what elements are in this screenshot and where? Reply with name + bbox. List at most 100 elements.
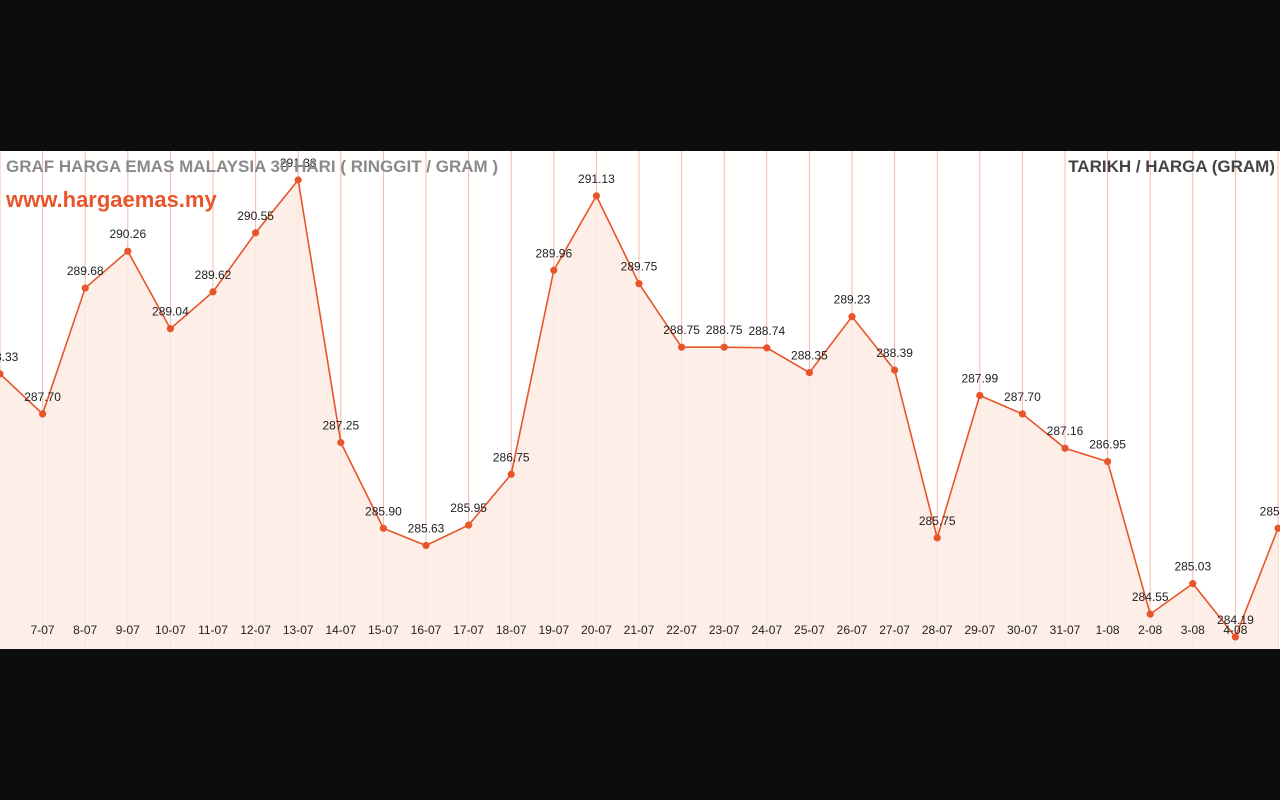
x-tick-label: 23-07	[709, 623, 740, 637]
legend-label: TARIKH / HARGA (GRAM)	[1068, 157, 1275, 176]
value-label: 285.90	[1260, 504, 1280, 518]
data-point[interactable]	[294, 176, 302, 184]
x-tick-label: 16-07	[411, 623, 442, 637]
value-label: 287.70	[1004, 390, 1041, 404]
data-point[interactable]	[379, 524, 387, 532]
data-point[interactable]	[337, 438, 345, 447]
value-label: 286.75	[493, 450, 530, 464]
x-tick-label: 21-07	[624, 623, 655, 637]
x-tick-label: 10-07	[155, 623, 186, 637]
data-point[interactable]	[422, 541, 430, 550]
value-label: 289.62	[195, 268, 232, 282]
price-chart: 288.33 287.70 289.68 290.26 289.04 289.62 290.…	[0, 151, 1280, 649]
value-label: 285.95	[450, 501, 487, 515]
x-tick-label: 19-07	[538, 623, 569, 637]
value-label: 289.75	[621, 260, 658, 274]
value-label: 288.39	[876, 346, 913, 360]
value-label: 285.03	[1174, 560, 1211, 574]
data-point[interactable]	[1274, 524, 1280, 532]
value-label: 287.16	[1047, 424, 1084, 438]
data-point[interactable]	[1146, 610, 1154, 618]
value-label: 289.23	[834, 293, 871, 307]
value-label: 285.90	[365, 504, 402, 518]
data-point[interactable]	[209, 288, 217, 296]
x-tick-label: 22-07	[666, 623, 697, 637]
x-tick-label: 30-07	[1007, 623, 1038, 637]
data-point[interactable]	[1104, 457, 1112, 466]
data-point[interactable]	[763, 344, 771, 352]
x-tick-label: 20-07	[581, 623, 612, 637]
value-label: 287.25	[322, 419, 359, 433]
data-point[interactable]	[166, 325, 174, 333]
value-label: 288.35	[791, 349, 828, 363]
price-area	[0, 180, 1278, 649]
data-point[interactable]	[507, 470, 515, 478]
data-point[interactable]	[0, 370, 4, 378]
data-point[interactable]	[976, 391, 984, 400]
x-tick-label: 25-07	[794, 623, 825, 637]
data-point[interactable]	[848, 313, 856, 321]
value-label: 285.63	[408, 521, 445, 535]
value-label: 288.74	[748, 324, 785, 338]
value-label: 284.19	[1217, 613, 1254, 627]
x-tick-label: 15-07	[368, 623, 399, 637]
data-point[interactable]	[1018, 410, 1026, 418]
value-label: 288.75	[706, 323, 743, 337]
x-tick-label: 9-07	[116, 623, 140, 637]
value-label: 290.55	[237, 209, 274, 223]
x-tick-label: 18-07	[496, 623, 527, 637]
data-point[interactable]	[678, 343, 686, 351]
x-tick-label: 27-07	[879, 623, 910, 637]
data-point[interactable]	[81, 284, 89, 292]
x-tick-label: 7-07	[31, 623, 55, 637]
x-tick-label: 3-08	[1181, 623, 1205, 637]
site-link[interactable]: www.hargaemas.my	[6, 187, 217, 212]
value-label: 290.26	[109, 227, 146, 241]
chart-panel: 288.33 287.70 289.68 290.26 289.04 289.62 290.…	[0, 151, 1280, 649]
x-tick-label: 24-07	[751, 623, 782, 637]
x-tick-label: 12-07	[240, 623, 271, 637]
x-tick-label: 13-07	[283, 623, 314, 637]
data-point[interactable]	[891, 366, 899, 374]
value-label: 291.13	[578, 172, 615, 186]
value-label: 285.75	[919, 514, 956, 528]
data-point[interactable]	[1189, 580, 1197, 588]
value-label: 288.75	[663, 323, 700, 337]
data-point[interactable]	[1061, 444, 1069, 452]
x-tick-label: 11-07	[198, 623, 228, 637]
x-tick-label: 29-07	[964, 623, 995, 637]
data-point[interactable]	[465, 521, 473, 529]
value-label: 286.95	[1089, 438, 1126, 452]
data-point[interactable]	[635, 280, 643, 288]
value-label: 288.33	[0, 350, 19, 364]
x-tick-label: 17-07	[453, 623, 484, 637]
data-point[interactable]	[39, 410, 47, 418]
x-tick-label: 31-07	[1050, 623, 1081, 637]
value-label: 289.96	[535, 246, 572, 260]
value-label: 289.04	[152, 305, 189, 319]
value-label: 287.99	[961, 371, 998, 385]
x-tick-label: 4-08	[1223, 623, 1247, 637]
x-tick-label: 1-08	[1096, 623, 1120, 637]
x-tick-label: 8-07	[73, 623, 97, 637]
x-tick-label: 2-08	[1138, 623, 1162, 637]
value-labels-layer: 288.33 287.70 289.68 290.26 289.04 289.62 290.…	[0, 156, 1280, 627]
data-point[interactable]	[592, 192, 601, 200]
chart-title: GRAF HARGA EMAS MALAYSIA 30 HARI ( RINGG…	[6, 157, 499, 176]
value-label: 284.55	[1132, 590, 1169, 604]
value-label: 291.38	[280, 156, 317, 170]
x-tick-labels-layer: 7-07 8-07 9-07 10-07 11-07 12-07 13-07 14-07 15-…	[31, 623, 1248, 637]
value-label: 287.70	[24, 390, 61, 404]
value-label: 289.68	[67, 264, 104, 278]
data-point[interactable]	[550, 266, 558, 274]
data-point[interactable]	[805, 368, 814, 377]
points-layer	[0, 176, 1280, 641]
data-point[interactable]	[720, 343, 728, 351]
data-point[interactable]	[252, 229, 260, 237]
data-point[interactable]	[1231, 633, 1239, 641]
x-tick-label: 28-07	[922, 623, 953, 637]
data-point[interactable]	[933, 534, 941, 542]
x-tick-label: 14-07	[325, 623, 356, 637]
x-tick-label: 26-07	[837, 623, 868, 637]
data-point[interactable]	[124, 247, 132, 255]
